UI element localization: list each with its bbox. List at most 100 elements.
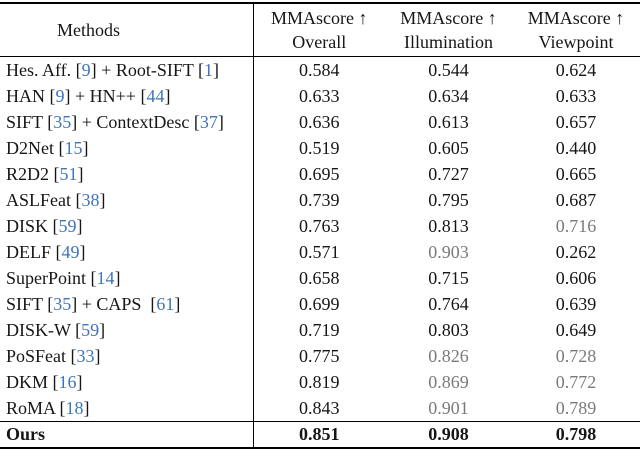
citation-number[interactable]: 37 (199, 111, 218, 132)
method-name: Hes. Aff. [9] + Root-SIFT [1] (0, 56, 254, 83)
method-name: D2Net [15] (0, 135, 254, 161)
citation-number[interactable]: 15 (64, 137, 83, 158)
citation-link[interactable]: [49] (55, 241, 86, 262)
score-value: 0.719 (299, 319, 340, 340)
score-value: 0.262 (555, 241, 597, 262)
method-name: DISK-W [59] (0, 317, 254, 343)
table-row: ASLFeat [38] 0.739 0.795 0.687 (0, 187, 640, 213)
citation-number[interactable]: 59 (81, 319, 100, 340)
citation-link[interactable]: [15] (58, 137, 89, 158)
score-value: 0.687 (555, 189, 597, 210)
table-header: Methods MMAscore ↑ Overall MMAscore ↑ Il… (0, 3, 640, 57)
citation-link[interactable]: [59] (52, 215, 83, 236)
citation-link[interactable]: [1] (198, 59, 220, 80)
citation-link[interactable]: [16] (52, 371, 83, 392)
score-value: 0.739 (299, 189, 340, 210)
score-value: 0.649 (555, 319, 597, 340)
score-value: 0.699 (299, 293, 340, 314)
citation-number[interactable]: 35 (53, 293, 72, 314)
method-name: R2D2 [51] (0, 161, 254, 187)
column-header-line2: Overall (292, 32, 347, 52)
score-value: 0.440 (555, 137, 597, 158)
viewpoint-column-header: MMAscore ↑ Viewpoint (512, 3, 640, 57)
citation-number[interactable]: 44 (146, 85, 165, 106)
citation-number[interactable]: 1 (204, 59, 214, 80)
score-value: 0.633 (555, 85, 597, 106)
score-value: 0.813 (428, 215, 469, 236)
citation-number[interactable]: 61 (156, 293, 175, 314)
score-value: 0.826 (428, 345, 469, 366)
score-value: 0.544 (428, 59, 469, 80)
score-value: 0.519 (299, 137, 340, 158)
score-value: 0.775 (299, 345, 340, 366)
score-value: 0.763 (299, 215, 340, 236)
score-value: 0.716 (555, 215, 597, 236)
citation-link[interactable]: [14] (90, 267, 121, 288)
citation-link[interactable]: [35] (47, 111, 78, 132)
citation-link[interactable]: [37] (193, 111, 224, 132)
overall-column-header: MMAscore ↑ Overall (253, 3, 385, 57)
citation-link[interactable]: [18] (59, 397, 90, 418)
column-header-line1: MMAscore ↑ (271, 8, 368, 28)
citation-number[interactable]: 35 (53, 111, 72, 132)
score-value: 0.819 (299, 371, 340, 392)
table-row: DKM [16] 0.819 0.869 0.772 (0, 369, 640, 395)
table-row: DISK [59] 0.763 0.813 0.716 (0, 213, 640, 239)
citation-link[interactable]: [35] (47, 293, 78, 314)
methods-column-header: Methods (0, 3, 254, 57)
column-header-line2: Illumination (404, 32, 493, 52)
table-body: Hes. Aff. [9] + Root-SIFT [1] 0.584 0.544 0… (0, 56, 640, 448)
table-row: R2D2 [51] 0.695 0.727 0.665 (0, 161, 640, 187)
citation-link[interactable]: [44] (140, 85, 171, 106)
score-value: 0.571 (299, 241, 340, 262)
method-name: DELF [49] (0, 239, 254, 265)
score-value: 0.764 (428, 293, 469, 314)
method-name: PoSFeat [33] (0, 343, 254, 369)
score-value: 0.798 (512, 421, 640, 448)
citation-number[interactable]: 14 (96, 267, 115, 288)
score-value: 0.715 (428, 267, 469, 288)
citation-link[interactable]: [61] (150, 293, 181, 314)
score-value: 0.908 (385, 421, 512, 448)
citation-link[interactable]: [9] (75, 59, 97, 80)
citation-number[interactable]: 16 (58, 371, 77, 392)
score-value: 0.772 (555, 371, 597, 392)
citation-link[interactable]: [33] (70, 345, 101, 366)
citation-link[interactable]: [51] (53, 163, 84, 184)
citation-link[interactable]: [38] (75, 189, 106, 210)
score-value: 0.727 (428, 163, 469, 184)
citation-number[interactable]: 18 (65, 397, 84, 418)
citation-link[interactable]: [59] (75, 319, 106, 340)
score-value: 0.795 (428, 189, 469, 210)
score-value: 0.606 (555, 267, 597, 288)
citation-link[interactable]: [9] (49, 85, 71, 106)
score-value: 0.605 (428, 137, 469, 158)
score-value: 0.903 (428, 241, 469, 262)
citation-number[interactable]: 38 (81, 189, 100, 210)
citation-number[interactable]: 51 (59, 163, 78, 184)
score-value: 0.657 (555, 111, 597, 132)
citation-number[interactable]: 33 (76, 345, 95, 366)
citation-number[interactable]: 9 (81, 59, 91, 80)
method-name: SIFT [35] + ContextDesc [37] (0, 109, 254, 135)
score-value: 0.803 (428, 319, 469, 340)
column-header-line1: MMAscore ↑ (527, 8, 625, 28)
citation-number[interactable]: 59 (58, 215, 77, 236)
header-row: Methods MMAscore ↑ Overall MMAscore ↑ Il… (0, 3, 640, 57)
score-value: 0.695 (299, 163, 340, 184)
ours-row: Ours 0.851 0.908 0.798 (0, 421, 640, 448)
table-row: D2Net [15] 0.519 0.605 0.440 (0, 135, 640, 161)
score-value: 0.624 (555, 59, 597, 80)
method-name: HAN [9] + HN++ [44] (0, 83, 254, 109)
table-row: DELF [49] 0.571 0.903 0.262 (0, 239, 640, 265)
citation-number[interactable]: 49 (61, 241, 80, 262)
method-name: SuperPoint [14] (0, 265, 254, 291)
score-value: 0.639 (555, 293, 597, 314)
citation-number[interactable]: 9 (55, 85, 65, 106)
table-row: SIFT [35] + ContextDesc [37] 0.636 0.613 0.… (0, 109, 640, 135)
method-name: RoMA [18] (0, 395, 254, 422)
method-name: Ours (0, 421, 254, 448)
table-row: DISK-W [59] 0.719 0.803 0.649 (0, 317, 640, 343)
